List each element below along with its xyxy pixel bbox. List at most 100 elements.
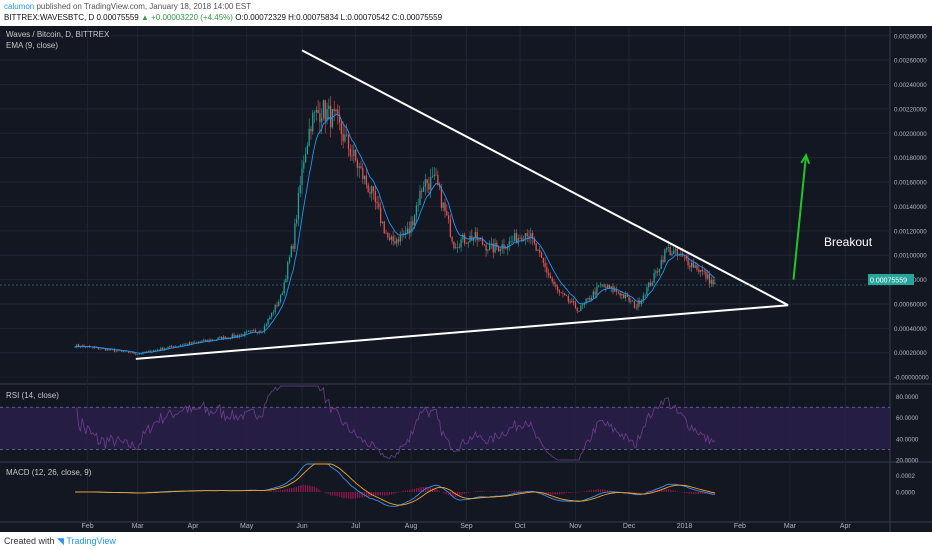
candle-body (669, 247, 671, 256)
breakout-arrow (792, 155, 807, 280)
candle-body (649, 282, 652, 286)
y-tick-label: 0.00040000 (894, 326, 927, 333)
candle-body (335, 109, 337, 112)
candle-body (338, 114, 341, 123)
candle-body (406, 228, 409, 233)
candle-body (567, 295, 569, 302)
low-value: L:0.00070542 (340, 13, 390, 22)
chart-canvas[interactable]: Feb Mar Apr May Jun Jul Aug Sep Oct Nov Dec 2018 Feb… (0, 26, 932, 532)
candle-body (657, 271, 659, 273)
candle-body (246, 331, 248, 333)
candle-body (197, 341, 199, 343)
candle-body (104, 348, 107, 351)
candle-body (603, 284, 605, 287)
candle-body (526, 233, 528, 237)
candle-body (449, 219, 451, 237)
candle-body (630, 300, 632, 302)
y-tick-label: 0.00160000 (894, 180, 927, 187)
candle-body (426, 179, 428, 184)
candle-body (556, 286, 559, 291)
candle-body (562, 293, 564, 294)
candle-body (664, 249, 666, 263)
candle-body (642, 295, 644, 301)
candle-body (347, 134, 350, 149)
candle-body (453, 241, 455, 249)
candle-body (710, 279, 712, 284)
candle-body (680, 253, 682, 255)
candle-body (621, 294, 623, 296)
candle-body (505, 248, 507, 250)
candle-body (380, 207, 382, 223)
candle-body (590, 297, 593, 300)
candle-body (685, 256, 687, 260)
ema-line (74, 114, 716, 354)
candle-body (301, 168, 303, 185)
y-tick-label: 0.00140000 (894, 204, 927, 211)
last-price: 0.00075559 (96, 13, 139, 22)
candle-body (388, 237, 391, 240)
candle-body (355, 150, 357, 161)
candle-body (653, 273, 655, 283)
candle-body (76, 344, 78, 347)
macd-legend: MACD (12, 26, close, 9) (6, 468, 92, 477)
candle-body (299, 184, 301, 193)
candle-body (615, 289, 618, 292)
candle-body (658, 268, 661, 273)
candle-body (240, 334, 242, 336)
candle-body (360, 166, 362, 168)
candle-body (145, 351, 148, 353)
candle-body (167, 346, 169, 349)
candle-body (292, 246, 294, 249)
candle-body (714, 282, 716, 285)
candle-body (99, 348, 101, 350)
candle-body (546, 267, 548, 273)
y-tick-label: 0.00060000 (894, 301, 927, 308)
candle-body (321, 118, 323, 123)
candle-body (578, 311, 580, 312)
y-tick-label: 0.00280000 (894, 33, 927, 40)
x-tick-label: Mar (784, 523, 797, 530)
candle-body (337, 109, 339, 115)
candle-body (508, 241, 510, 247)
candle-body (162, 347, 164, 350)
candle-body (263, 325, 266, 332)
ohlc-info: BITTREX:WAVESBTC, D 0.00075559 ▲ +0.0000… (4, 13, 442, 22)
candle-body (326, 109, 328, 121)
candle-body (692, 262, 695, 268)
candle-body (673, 250, 675, 254)
candle-body (512, 240, 514, 242)
rsi-tick-label: 20.0000 (896, 458, 919, 465)
y-tick-label: 0.00260000 (894, 58, 927, 65)
tradingview-brand[interactable]: TradingView (66, 536, 116, 546)
candle-body (183, 344, 185, 346)
candle-body (676, 248, 678, 255)
candle-body (253, 330, 255, 331)
candle-body (555, 284, 557, 287)
candle-body (519, 238, 521, 239)
candle-body (397, 239, 400, 242)
current-price-label: 0.00075559 (870, 278, 907, 285)
candle-body (696, 265, 698, 270)
candle-body (533, 238, 535, 244)
candle-body (206, 339, 208, 342)
candle-body (639, 300, 641, 304)
candle-body (172, 346, 174, 348)
y-tick-label: 0.00100000 (894, 253, 927, 260)
candle-body (539, 249, 541, 253)
candle-body (297, 192, 300, 220)
x-tick-label: Feb (82, 523, 94, 530)
candle-body (78, 344, 80, 347)
candle-body (97, 347, 99, 350)
y-tick-label: 0.00200000 (894, 131, 927, 138)
candle-body (136, 354, 139, 355)
candle-body (535, 243, 537, 251)
candle-body (117, 350, 119, 351)
candle-body (396, 239, 398, 244)
candle-body (274, 304, 276, 313)
candle-body (212, 339, 214, 341)
candle-body (431, 176, 434, 178)
author-link[interactable]: calumon (4, 2, 35, 11)
candle-body (358, 166, 360, 168)
candle-body (349, 148, 351, 156)
candle-body (598, 285, 600, 287)
